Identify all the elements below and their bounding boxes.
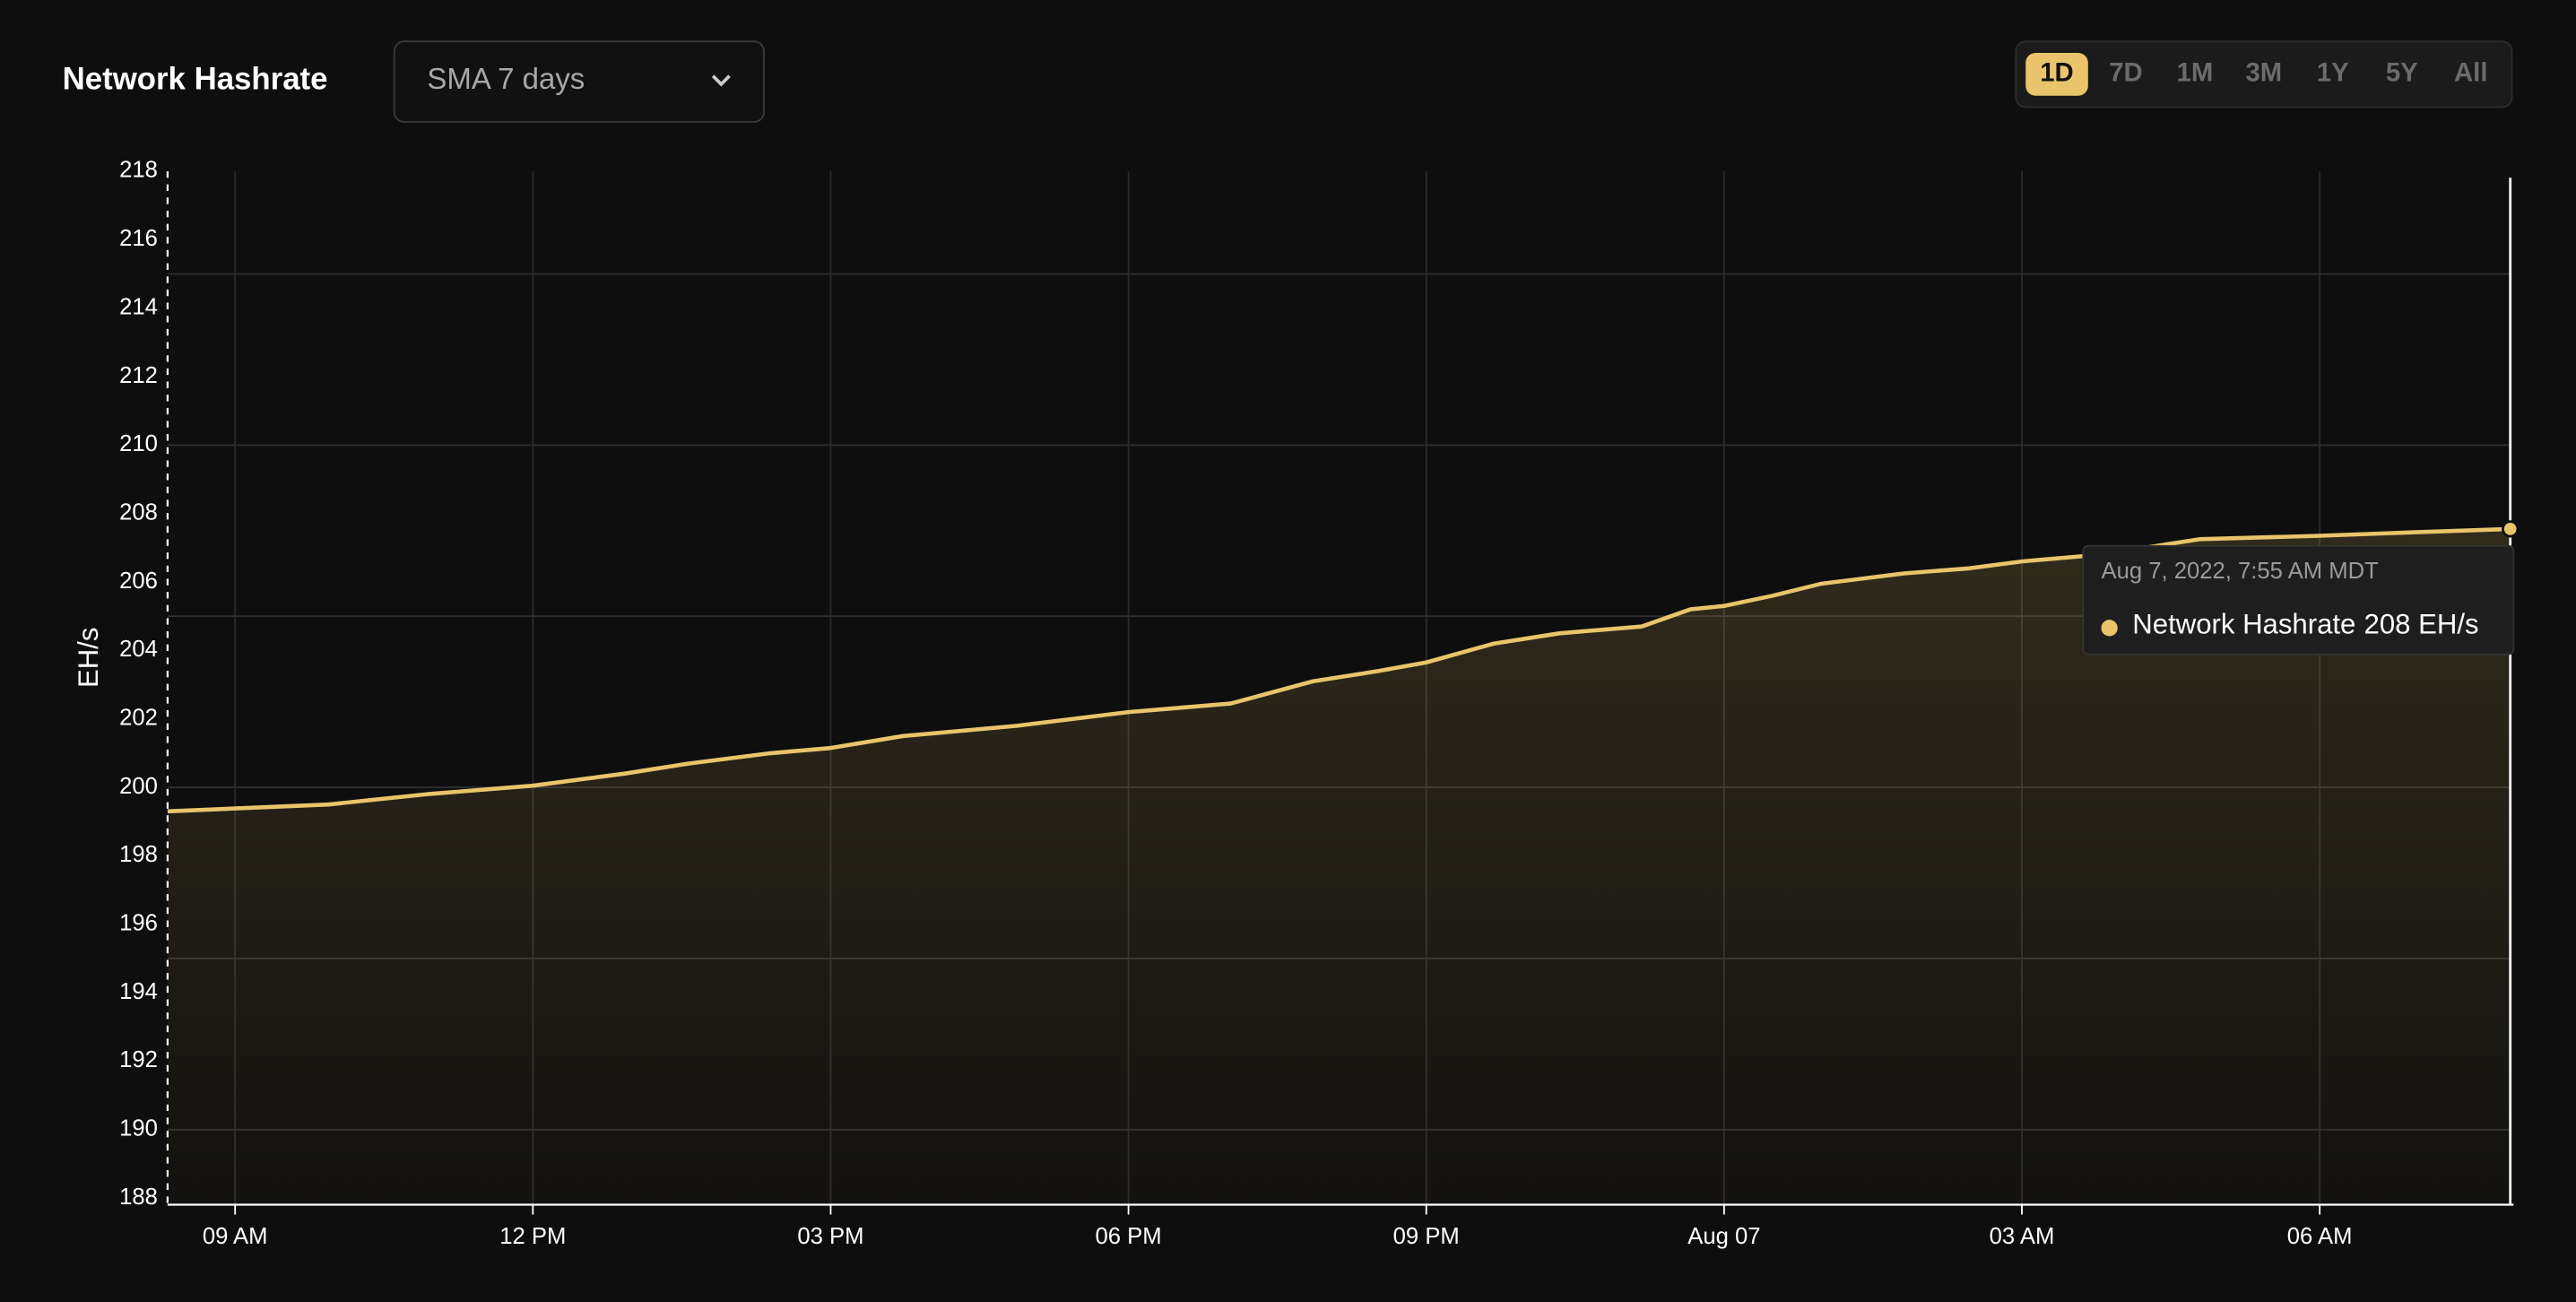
tooltip-text: Network Hashrate 208 EH/s	[2132, 609, 2478, 640]
range-button[interactable]: 3M	[2246, 58, 2283, 88]
x-tick-label: 06 PM	[1096, 1224, 1162, 1249]
hover-point	[2502, 520, 2520, 538]
tooltip-box	[2082, 544, 2515, 655]
tooltip-value: 208 EH/s	[2364, 609, 2479, 640]
x-tick-label: 03 PM	[797, 1224, 863, 1249]
x-tick-label: 06 AM	[2287, 1224, 2353, 1249]
range-button[interactable]: 5Y	[2386, 58, 2418, 88]
y-tick-label: 216	[119, 226, 158, 251]
y-tick-label: 204	[119, 637, 158, 662]
range-button[interactable]: 1Y	[2317, 58, 2349, 88]
y-tick-label: 210	[119, 431, 158, 456]
range-button[interactable]: All	[2454, 58, 2487, 88]
y-tick-label: 192	[119, 1047, 158, 1072]
y-tick-label: 200	[119, 774, 158, 799]
x-tick-label: 12 PM	[499, 1224, 566, 1249]
x-tick-label: 03 AM	[1990, 1224, 2055, 1249]
y-tick-label: 208	[119, 499, 158, 525]
dropdown-label[interactable]: SMA 7 days	[427, 62, 585, 95]
y-tick-label: 190	[119, 1116, 158, 1141]
tooltip-title: Aug 7, 2022, 7:55 AM MDT	[2101, 559, 2379, 584]
range-button[interactable]: 1D	[2040, 58, 2073, 88]
y-tick-label: 212	[119, 363, 158, 388]
y-tick-label: 218	[119, 158, 158, 183]
dropdown[interactable]: SMA 7 days	[393, 40, 765, 123]
area	[167, 528, 2511, 1205]
y-tick-label: 206	[119, 569, 158, 594]
y-tick-label: 188	[119, 1185, 158, 1210]
tooltip-swatch	[2101, 620, 2118, 637]
range-group	[2015, 40, 2513, 108]
range-button[interactable]: 1M	[2177, 58, 2214, 88]
x-tick-label: Aug 07	[1687, 1224, 1760, 1249]
y-tick-label: 194	[119, 979, 158, 1004]
tooltip-series: Network Hashrate	[2132, 609, 2355, 640]
dropdown-chevron[interactable]	[711, 74, 731, 87]
range-button-active[interactable]	[2025, 53, 2088, 96]
y-tick-label: 202	[119, 706, 158, 731]
dropdown-box[interactable]	[393, 40, 765, 123]
y-axis-label: EH/s	[73, 628, 104, 688]
y-tick-label: 214	[119, 294, 158, 319]
x-tick-label: 09 AM	[203, 1224, 268, 1249]
range-button[interactable]: 7D	[2109, 58, 2142, 88]
y-tick-label: 196	[119, 911, 158, 936]
line	[167, 526, 2511, 814]
y-tick-label: 198	[119, 842, 158, 867]
x-tick-label: 09 PM	[1393, 1224, 1460, 1249]
chart-title: Network Hashrate	[63, 61, 328, 96]
